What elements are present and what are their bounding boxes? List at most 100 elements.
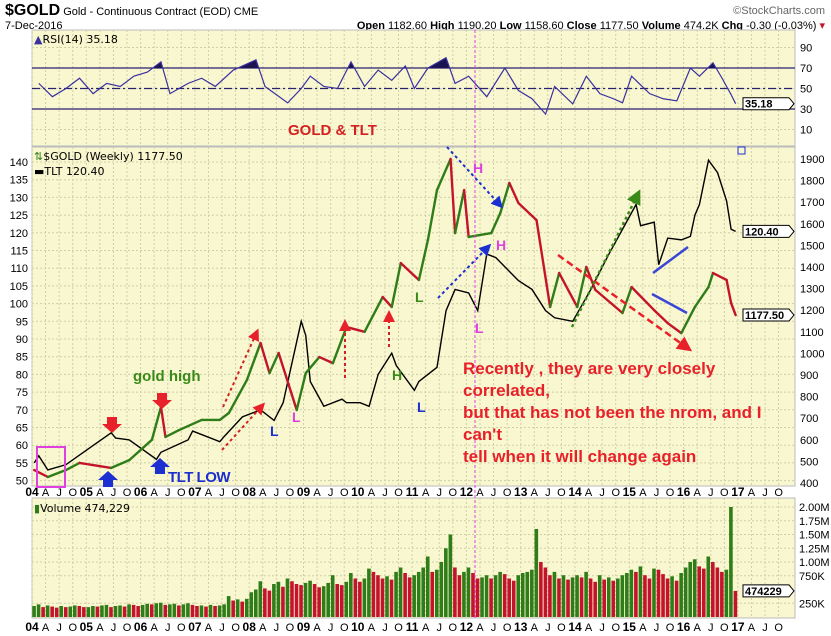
volume-bar xyxy=(317,587,321,617)
label-L: L xyxy=(417,399,426,415)
gold-price-segment xyxy=(46,468,68,479)
gold-price-segment xyxy=(666,321,683,335)
volume-bar xyxy=(430,571,435,617)
volume-bar xyxy=(606,577,611,617)
tlt-axis-label: 100 xyxy=(10,299,28,311)
volume-bar xyxy=(715,567,720,617)
gold-price-segment xyxy=(245,341,262,382)
volume-bar xyxy=(308,580,312,617)
volume-bar xyxy=(199,605,204,617)
volume-bar xyxy=(579,577,584,617)
x-axis-label: A xyxy=(151,622,159,634)
x-axis-label: 05 xyxy=(80,485,94,499)
volume-bar xyxy=(321,586,326,617)
blue-trend-arrow xyxy=(446,146,504,209)
gold-price-segment xyxy=(711,271,728,282)
rsi-axis-label: 50 xyxy=(800,84,812,96)
x-axis-label: A xyxy=(585,487,593,499)
rsi-axis-label: 30 xyxy=(800,104,812,116)
x-axis-label: J xyxy=(491,487,497,499)
x-axis-label: A xyxy=(531,622,539,634)
tlt-axis-label: 140 xyxy=(10,157,28,169)
tlt-last-value: 120.40 xyxy=(745,226,779,238)
volume-bar xyxy=(511,580,516,617)
volume-bar xyxy=(149,604,154,617)
volume-bar xyxy=(620,575,625,617)
volume-bar xyxy=(330,575,335,617)
x-axis-label: O xyxy=(720,487,729,499)
x-axis-label: A xyxy=(42,487,50,499)
x-axis-label: O xyxy=(394,622,403,634)
volume-bar xyxy=(204,606,208,617)
x-axis-label: A xyxy=(748,487,756,499)
volume-bar xyxy=(181,604,186,617)
label-L: L xyxy=(270,423,279,439)
volume-bar xyxy=(349,573,353,617)
volume-bar xyxy=(303,582,308,617)
label-H: H xyxy=(473,160,484,176)
tlt-axis-label: 65 xyxy=(16,423,28,435)
volume-icon: ▮ xyxy=(34,502,41,515)
volume-bar xyxy=(638,566,643,617)
tlt-axis-label: 90 xyxy=(16,334,28,346)
volume-bar xyxy=(416,571,421,617)
volume-bar xyxy=(208,604,213,617)
annotation-tlt-low: TLT LOW xyxy=(168,469,231,486)
volume-bar xyxy=(385,576,389,617)
x-axis-label: 04 xyxy=(25,620,39,634)
rsi-axis-label: 70 xyxy=(800,63,812,75)
high-label: High xyxy=(430,20,455,32)
x-axis-label: 06 xyxy=(134,620,148,634)
x-axis-label: J xyxy=(654,622,660,634)
gold-axis-label: 600 xyxy=(800,435,818,447)
volume-bar xyxy=(552,571,557,617)
gold-axis-label: 1800 xyxy=(800,176,824,188)
gold-axis-label: 1000 xyxy=(800,348,824,360)
gold-price-segment xyxy=(535,218,552,309)
volume-bar xyxy=(516,575,521,617)
volume-bar xyxy=(720,571,724,617)
x-axis-label: J xyxy=(274,487,280,499)
volume-axis-label: 1.00M xyxy=(799,557,830,569)
volume-bar xyxy=(240,601,245,617)
x-axis-label: O xyxy=(611,487,620,499)
x-axis-label: J xyxy=(165,487,171,499)
volume-axis-label: 1.25M xyxy=(799,543,830,555)
volume-bar xyxy=(434,569,439,617)
volume-bar xyxy=(561,575,566,617)
gold-axis-label: 500 xyxy=(800,456,818,468)
volume-bar xyxy=(697,566,702,617)
volume-bar xyxy=(158,602,163,617)
tlt-axis-label: 135 xyxy=(10,175,28,187)
volume-bar xyxy=(520,573,525,617)
x-axis-label: A xyxy=(694,487,702,499)
x-axis-label: A xyxy=(748,622,756,634)
price-panel xyxy=(31,146,796,487)
ohlc-summary: Open 1182.60 High 1190.20 Low 1158.60 Cl… xyxy=(357,20,825,33)
blue-trendline xyxy=(652,245,689,275)
volume-bar xyxy=(127,604,131,617)
volume-bar xyxy=(100,605,104,617)
gold-price-segment xyxy=(693,285,710,309)
x-axis-label: A xyxy=(531,487,539,499)
x-axis-label: A xyxy=(151,487,159,499)
red-trend-arrow xyxy=(222,328,259,408)
gold-price-segment xyxy=(390,261,402,309)
volume-axis-label: 1.50M xyxy=(799,530,830,542)
gold-price-segment xyxy=(725,278,733,305)
gold-price-segment xyxy=(707,271,715,289)
volume-bar xyxy=(294,584,299,617)
rsi-axis-label: 90 xyxy=(800,43,812,55)
x-axis-label: O xyxy=(774,487,783,499)
volume-bar xyxy=(733,590,738,617)
blue-trendline xyxy=(651,292,688,315)
volume-bar xyxy=(172,603,177,617)
volume-bar xyxy=(32,606,36,617)
volume-bar xyxy=(611,580,616,617)
volume-bar xyxy=(453,567,457,617)
volume-bar xyxy=(498,571,502,617)
highlight-box xyxy=(36,446,66,488)
gold-price-segment xyxy=(227,378,249,415)
red-downtrend-arrow xyxy=(557,253,693,352)
